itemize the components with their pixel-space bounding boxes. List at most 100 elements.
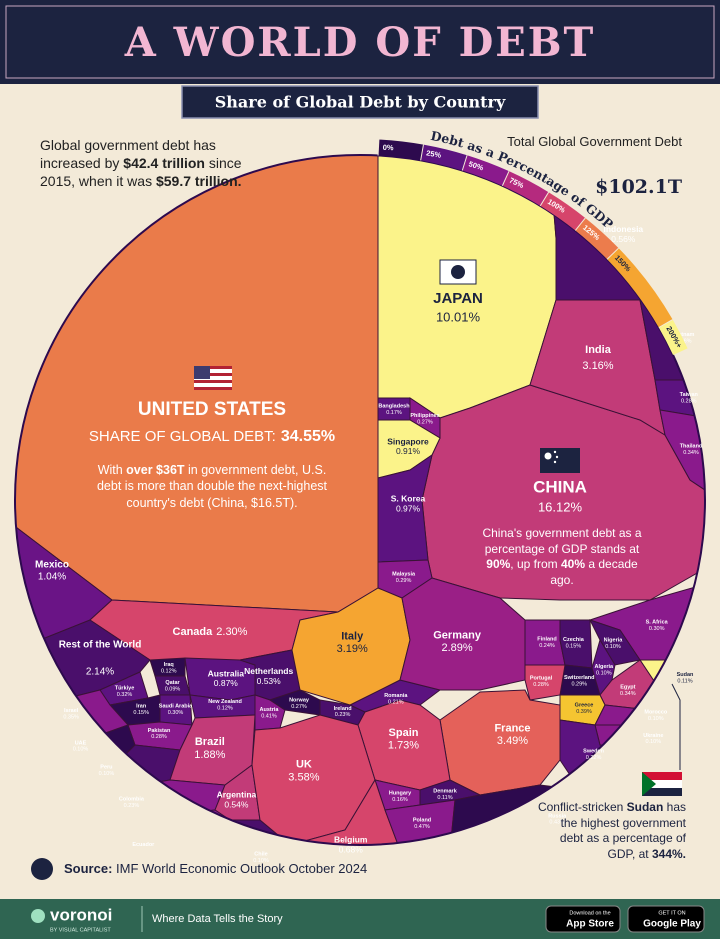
flag-stripe: [642, 772, 682, 780]
cell-value: 3.49%: [497, 735, 528, 747]
legend-tick: [658, 319, 673, 328]
intro-bold: $42.4 trillion: [123, 155, 205, 172]
title: A WORLD OF DEBT: [124, 19, 596, 66]
cell-value: 0.87%: [214, 678, 239, 688]
cell-name: Malaysia: [392, 572, 416, 578]
us-flag: [194, 366, 232, 390]
cell-name: India: [585, 344, 612, 356]
cell-name: Canada: [173, 626, 214, 638]
cell-value: 0.15%: [566, 643, 582, 649]
cell-value: 0.12%: [217, 705, 233, 711]
cell-name: Taiwan: [680, 392, 699, 398]
legend-tick: [461, 155, 468, 171]
cell-name: Algeria: [594, 664, 614, 670]
note-text: With: [97, 463, 127, 477]
cell-value: 0.30%: [649, 626, 665, 632]
note-text: has the highest government debt as a per…: [559, 800, 686, 861]
cell-value: 0.27%: [417, 419, 433, 425]
cell-value: 0.10%: [605, 644, 621, 650]
cell-name: Ukraine: [643, 733, 663, 739]
note-bold: 40%: [560, 557, 586, 572]
cell-name: UNITED STATES: [138, 399, 286, 420]
cell-name: S. Korea: [391, 494, 426, 504]
cell-value: 0.47%: [414, 824, 430, 830]
note-text: China's government debt as a percentage …: [482, 526, 642, 556]
flag-stripe: [194, 373, 232, 376]
legend-tick: [539, 191, 550, 207]
intro: Global government debt has increased by …: [40, 136, 280, 191]
cell-value: 1.04%: [38, 572, 66, 583]
cell-name: Saudi Arabia: [159, 704, 193, 710]
cell-value: 3.16%: [582, 360, 613, 372]
cell-name: Singapore: [387, 436, 429, 446]
cell-value: 0.30%: [168, 710, 184, 716]
cell-name: Israel: [64, 708, 79, 714]
cell-name: Vietnam: [673, 332, 694, 338]
note-bold: Sudan: [626, 800, 664, 814]
sudan-flag: [642, 772, 682, 796]
cell-value: 0.23%: [335, 712, 351, 718]
cell-value: 0.56%: [611, 234, 636, 244]
flag-star: [553, 460, 557, 464]
cell-name: Pakistan: [148, 728, 171, 734]
cell-name: JAPAN: [433, 290, 483, 307]
cell-name: Argentina: [217, 790, 257, 800]
flag-stripe: [194, 380, 232, 383]
cell-name: Finland: [537, 636, 557, 642]
total-label-text: Total Global Government Debt: [507, 134, 682, 149]
cell-value: 0.28%: [151, 734, 167, 740]
voronoi-cell: [524, 664, 566, 701]
flag-stripe: [642, 780, 682, 788]
cell-name: Netherlands: [244, 666, 293, 676]
cell-value: 0.35%: [63, 714, 79, 720]
cell-name: Iraq: [164, 662, 174, 668]
total-label: Total Global Government Debt: [507, 134, 682, 149]
cell-value: 0.27%: [291, 704, 307, 710]
flag-canton: [194, 366, 210, 379]
cell-value: 0.10%: [646, 739, 662, 745]
cell-name: UK: [296, 759, 312, 771]
voronoi-cell: [591, 638, 616, 697]
cell-name: Czechia: [563, 637, 585, 643]
cell-value: 0.24%: [539, 643, 555, 649]
cell-name: Sweden: [583, 749, 604, 755]
legend-segment: [607, 248, 673, 328]
us-share: SHARE OF GLOBAL DEBT: 34.55%: [89, 428, 335, 445]
cell-name: UAE: [75, 740, 87, 746]
note-bold: over $36T: [126, 463, 185, 477]
cell-value: 0.11%: [437, 795, 452, 801]
cell-name: Sudan: [677, 672, 694, 678]
cell-value: 1.88%: [194, 749, 225, 761]
cell-value: 0.09%: [165, 686, 181, 692]
cell-value: 0.22%: [586, 755, 602, 761]
cell-value: 0.41%: [261, 713, 277, 719]
cell-value: 0.15%: [133, 710, 149, 716]
cell-value: 0.17%: [386, 410, 402, 416]
cell-name: Greece: [575, 702, 594, 708]
legend-tick-label: 0%: [382, 143, 394, 153]
cell-value: 0.10%: [596, 670, 612, 676]
brand-by: BY VISUAL CAPITALIST: [50, 927, 111, 933]
cell-name: Switzerland: [564, 675, 595, 681]
flag-triangle: [642, 772, 656, 796]
cell-name: Chile: [254, 851, 267, 857]
cell-name: France: [494, 723, 530, 735]
intro-text: Global government debt has increased by: [40, 137, 216, 172]
badge-text: Google Play: [643, 919, 701, 930]
cell-value: 2.89%: [442, 642, 473, 654]
google-play-badge[interactable]: [627, 905, 705, 933]
subtitle: Share of Global Debt by Country: [215, 93, 506, 112]
cell-value: 0.10%: [253, 858, 269, 864]
cell-value: 0.43%: [549, 820, 565, 826]
app-store-badge[interactable]: [545, 905, 621, 933]
cell-name: Poland: [413, 817, 431, 823]
flag-stripe: [194, 366, 232, 369]
flag-star: [544, 452, 552, 460]
cell-value: 3.58%: [288, 771, 319, 783]
cell-name: Philippines: [410, 413, 439, 419]
cell-value: 0.34%: [683, 450, 699, 456]
note-text: Conflict-stricken: [537, 800, 627, 814]
source-label: Source:: [64, 861, 112, 876]
brand: voronoi: [50, 905, 112, 924]
cell-name: CHINA: [533, 477, 587, 496]
